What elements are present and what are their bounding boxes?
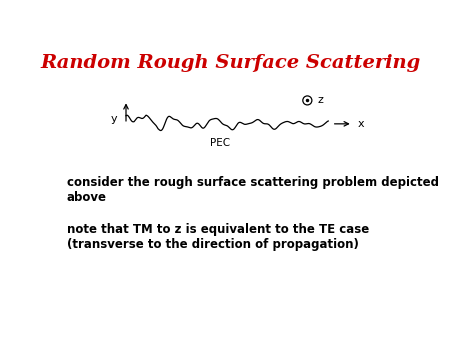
Text: note that TM to z is equivalent to the TE case
(transverse to the direction of p: note that TM to z is equivalent to the T… [67,223,369,251]
Text: z: z [317,95,323,105]
Text: consider the rough surface scattering problem depicted
above: consider the rough surface scattering pr… [67,176,439,204]
Text: x: x [358,119,364,129]
Text: Random Rough Surface Scattering: Random Rough Surface Scattering [40,54,421,72]
Text: PEC: PEC [210,138,230,148]
Text: y: y [111,114,117,124]
